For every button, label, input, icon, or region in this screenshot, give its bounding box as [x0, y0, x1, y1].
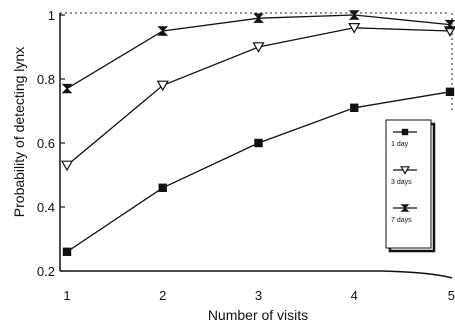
series-1	[60, 23, 455, 172]
legend-entries: 1 day 3 days 7 days	[391, 128, 417, 224]
data-point	[253, 13, 264, 23]
data-point	[254, 138, 263, 148]
x-tick-label: 1	[63, 288, 70, 303]
x-tick-label: 3	[255, 288, 262, 303]
data-point	[252, 42, 265, 53]
legend-label: 3 days	[391, 179, 412, 186]
y-axis-title: Probability of detecting lynx	[11, 47, 27, 217]
x-tick-label: 4	[351, 288, 358, 303]
data-point	[445, 87, 455, 96]
y-tick-label: 0.8	[37, 72, 55, 87]
legend-box	[385, 119, 432, 249]
legend-label: 7 days	[391, 217, 412, 224]
data-point	[444, 19, 455, 30]
y-tick-label: 0.2	[37, 264, 55, 279]
x-tick-label: 2	[159, 288, 166, 303]
legend-label: 1 day	[391, 141, 409, 148]
y-tick-label: 1	[48, 8, 55, 23]
y-tick-label: 0.4	[37, 200, 55, 215]
data-point	[62, 247, 72, 256]
data-point	[348, 10, 360, 20]
y-axis-ticks: 0.2 0.4 0.6 0.8 1	[37, 8, 65, 279]
data-point	[156, 80, 169, 92]
data-point	[158, 183, 167, 192]
legend-marker	[400, 166, 410, 175]
legend-marker	[400, 204, 410, 212]
x-axis-ticks: 1 2 3 4 5	[63, 288, 455, 303]
y-tick-label: 0.6	[37, 136, 55, 151]
legend-shadow	[388, 122, 436, 253]
x-axis-title: Number of visits	[208, 307, 308, 323]
series-0	[62, 87, 455, 256]
data-point	[61, 83, 73, 94]
data-point	[350, 103, 359, 112]
x-axis	[60, 270, 453, 279]
data-point	[60, 160, 74, 172]
legend-marker	[401, 128, 409, 136]
data-point	[348, 23, 361, 34]
x-tick-label: 5	[448, 288, 455, 303]
series-layer	[60, 10, 455, 256]
data-point	[157, 26, 169, 36]
series-2	[61, 10, 455, 94]
legend: 1 day 3 days 7 days	[385, 119, 436, 253]
